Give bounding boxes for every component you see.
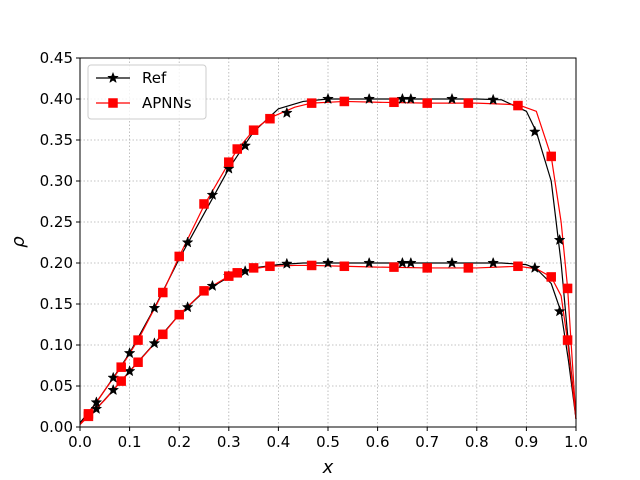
ref-data-point xyxy=(487,256,500,269)
apnns-data-point xyxy=(116,376,126,386)
y-tick-label: 0.10 xyxy=(40,336,73,354)
legend-label-apnns: APNNs xyxy=(142,94,192,112)
y-tick-label: 0.35 xyxy=(40,131,73,149)
x-tick-label: 0.2 xyxy=(167,433,191,451)
apnns-data-point xyxy=(133,335,143,345)
ref-data-point xyxy=(322,92,334,105)
x-tick-label: 0.0 xyxy=(68,433,92,451)
x-tick-label: 0.7 xyxy=(415,433,439,451)
ref-data-point xyxy=(528,261,541,273)
apnns-data-point xyxy=(339,96,350,107)
ref-data-point xyxy=(363,92,376,105)
ref-data-point xyxy=(553,305,566,317)
x-tick-label: 0.8 xyxy=(465,433,489,451)
ref-data-point xyxy=(90,402,103,414)
ref-data-point xyxy=(280,257,293,269)
y-axis-label: ρ xyxy=(8,236,29,248)
ref-data-point xyxy=(404,92,417,105)
ref-data-point xyxy=(528,125,541,137)
legend-marker-ref xyxy=(107,71,119,84)
apnns-data-point xyxy=(158,287,168,298)
ref-data-point xyxy=(322,256,334,269)
y-tick-label: 0.30 xyxy=(40,172,73,190)
apnns-data-point xyxy=(199,286,209,296)
ref-data-point xyxy=(280,106,293,118)
ref-data-point xyxy=(148,337,161,349)
x-tick-label: 0.1 xyxy=(118,433,142,451)
apnns-data-point xyxy=(224,157,234,167)
apnns-data-point xyxy=(513,100,523,111)
y-axis: 0.00 0.05 0.10 0.15 0.20 0.25 0.30 0.35 0.40 0.45 xyxy=(40,49,80,436)
y-tick-label: 0.40 xyxy=(40,90,73,108)
apnns-data-point xyxy=(562,283,573,294)
x-tick-label: 0.6 xyxy=(366,433,390,451)
apnns-data-point xyxy=(422,263,432,273)
apnns-data-point xyxy=(306,260,317,271)
ref-data-point xyxy=(446,256,458,269)
apnns-data-point xyxy=(116,362,126,372)
apnns-data-point xyxy=(174,251,184,262)
ref-data-point xyxy=(107,383,120,396)
legend-label-ref: Ref xyxy=(142,69,167,87)
x-tick-label: 0.4 xyxy=(266,433,290,451)
y-tick-label: 0.25 xyxy=(40,213,73,231)
apnns-data-point xyxy=(265,113,275,124)
apnns-data-point xyxy=(562,335,573,345)
x-axis: 0.0 0.1 0.2 0.3 0.4 0.5 0.6 0.7 0.8 0.9 1.0 xyxy=(68,427,588,451)
y-tick-label: 0.15 xyxy=(40,295,73,313)
ref-data-point xyxy=(107,371,120,383)
apnns-data-point xyxy=(463,98,474,108)
ref-data-point xyxy=(206,188,219,200)
apnns-data-point xyxy=(265,261,275,272)
data-markers xyxy=(83,92,573,422)
ref-data-point xyxy=(363,256,376,269)
ref-data-point xyxy=(553,233,566,246)
apnns-data-point xyxy=(232,144,242,154)
apnns-data-point xyxy=(513,261,523,272)
apnns-data-point xyxy=(174,309,184,320)
legend: Ref APNNs xyxy=(87,64,207,120)
apnns-data-point xyxy=(306,98,317,108)
apnns-data-point xyxy=(389,97,399,108)
apnns-data-point xyxy=(232,268,242,278)
apnns-data-point xyxy=(422,98,432,108)
apnns-data-point xyxy=(248,263,259,273)
apnns-data-point xyxy=(546,272,556,282)
apnns-data-point xyxy=(248,125,259,135)
ref-data-point xyxy=(181,301,194,313)
apnns-data-point xyxy=(546,151,556,162)
apnns-data-point xyxy=(224,271,234,281)
apnns-data-point xyxy=(199,199,209,209)
apnns-data-point xyxy=(339,261,350,272)
x-tick-label: 1.0 xyxy=(564,433,588,451)
y-tick-label: 0.00 xyxy=(40,418,73,436)
ref-data-point xyxy=(239,139,252,151)
ref-data-point xyxy=(446,92,458,105)
x-axis-label: x xyxy=(322,457,334,478)
ref-data-point xyxy=(222,162,235,174)
ref-data-point xyxy=(148,301,161,314)
apnns-data-point xyxy=(83,411,94,422)
x-tick-label: 0.5 xyxy=(316,433,340,451)
y-tick-label: 0.20 xyxy=(40,254,73,272)
y-tick-label: 0.05 xyxy=(40,377,73,395)
ref-data-point xyxy=(487,93,500,105)
ref-data-point xyxy=(404,256,417,269)
x-tick-label: 0.9 xyxy=(514,433,538,451)
ref-data-point xyxy=(181,236,194,248)
apnns-data-point xyxy=(158,329,168,340)
y-tick-label: 0.45 xyxy=(40,49,73,67)
ref-data-point xyxy=(123,346,136,359)
x-tick-label: 0.3 xyxy=(217,433,241,451)
apnns-data-point xyxy=(463,263,474,273)
apnns-data-point xyxy=(389,262,399,272)
apnns-data-point xyxy=(133,357,143,367)
ref-data-point xyxy=(206,279,219,291)
legend-marker-apnns xyxy=(108,98,118,108)
